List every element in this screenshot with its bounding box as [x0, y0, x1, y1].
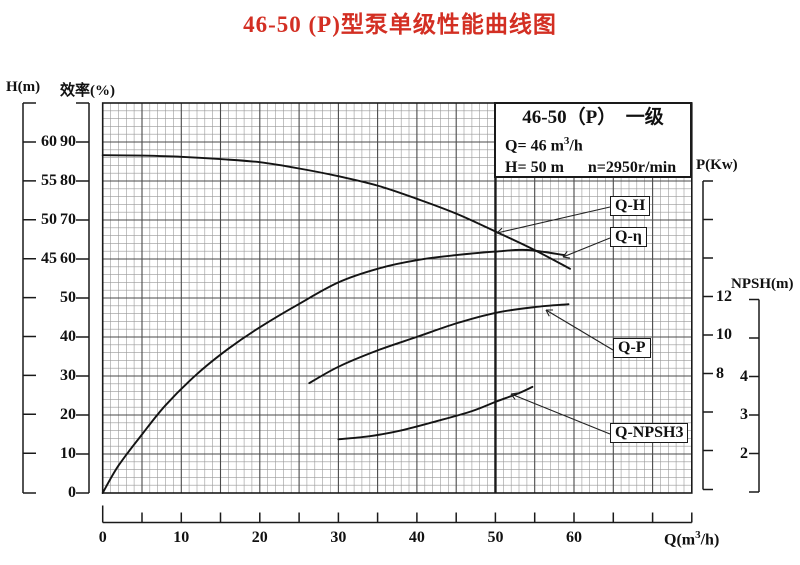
curve-label-q-: Q-η — [610, 227, 647, 247]
p-tick-label: 10 — [716, 326, 732, 343]
chart-title: 46-50 (P)型泵单级性能曲线图 — [243, 12, 557, 37]
curve-npsh — [337, 385, 534, 441]
rating-speed: n=2950r/min — [587, 159, 677, 177]
curve-label-q-h: Q-H — [610, 196, 651, 216]
eff-tick-label: 70 — [60, 211, 76, 228]
efficiency-axis-title: 效率(%) — [60, 83, 115, 99]
eff-tick-label: 20 — [60, 406, 76, 423]
eff-tick-label: 40 — [60, 328, 76, 345]
rating-flow-sup: 3 — [563, 135, 570, 147]
eff-tick-label: 80 — [60, 172, 76, 189]
q-tick-label: 20 — [251, 529, 268, 546]
curve-label-q-p: Q-P — [613, 338, 651, 358]
npsh-axis-title: NPSH(m) — [731, 276, 794, 292]
h-tick-label: 55 — [41, 171, 57, 189]
h-tick-label: 50 — [41, 210, 57, 228]
leader-line — [562, 237, 611, 258]
q-axis-title: Q(m3/h) — [664, 529, 719, 549]
curve-label-q-npsh3: Q-NPSH3 — [610, 423, 689, 443]
eff-tick-label: 0 — [68, 484, 76, 501]
curve-p — [308, 303, 570, 385]
q-tick-label: 10 — [173, 529, 190, 546]
q-tick-label: 60 — [566, 529, 582, 546]
q-tick-label: 50 — [487, 529, 504, 546]
leader-line — [496, 206, 611, 234]
q-axis-title-suffix: /h) — [700, 531, 720, 549]
p-tick-label: 12 — [716, 287, 732, 305]
h-tick-label: 45 — [41, 249, 57, 267]
rating-head: H= 50 m — [505, 159, 564, 177]
power-axis-title: P(Kw) — [696, 157, 738, 173]
p-tick-label: 8 — [716, 364, 724, 382]
h-axis-title: H(m) — [6, 79, 41, 95]
eff-tick-label: 50 — [60, 289, 76, 306]
npsh-tick-label: 3 — [740, 406, 748, 423]
q-tick-label: 40 — [408, 529, 425, 546]
leader-arrowhead — [510, 392, 518, 400]
rating-model: 46-50（P） 一级 — [522, 107, 664, 128]
leader-arrowhead — [496, 227, 504, 236]
axis-brackets — [22, 102, 760, 524]
npsh-tick-label: 2 — [740, 444, 748, 462]
leader-line — [545, 309, 614, 351]
q-tick-label: 0 — [98, 529, 107, 546]
q-axis-title-sup: 3 — [695, 529, 701, 541]
curve-eff — [101, 248, 566, 494]
rating-flow-suffix: /h — [569, 137, 583, 155]
plot-border — [101, 102, 693, 494]
h-tick-label: 60 — [41, 133, 57, 150]
q-axis-title-text: Q(m — [664, 531, 696, 549]
leader-arrowhead — [562, 251, 570, 259]
rating-head-speed: H= 50 m n=2950r/min — [496, 157, 690, 177]
eff-tick-label: 30 — [60, 367, 76, 384]
eff-tick-label: 60 — [60, 250, 76, 267]
leader-arrowhead — [545, 309, 553, 317]
rating-flow-text: Q= 46 m — [505, 137, 564, 155]
eff-tick-label: 90 — [60, 133, 76, 150]
rating-flow: Q= 46 m3/h — [496, 130, 690, 157]
q-tick-label: 30 — [330, 529, 347, 546]
npsh-tick-label: 4 — [740, 367, 748, 385]
rating-info-box: 46-50（P） 一级 Q= 46 m3/h H= 50 m n=2950r/mi… — [494, 102, 692, 178]
eff-tick-label: 10 — [60, 445, 76, 462]
curve-h — [101, 154, 572, 270]
leader-line — [510, 393, 611, 435]
